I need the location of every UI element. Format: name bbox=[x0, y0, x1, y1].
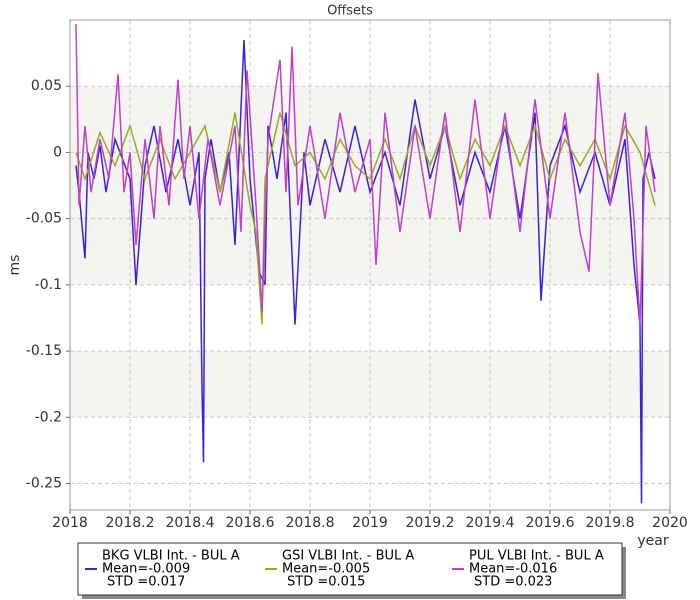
y-tick-label: -0.15 bbox=[26, 343, 62, 359]
legend-std: STD =0.017 bbox=[107, 575, 185, 590]
x-tick-label: 2020 bbox=[652, 515, 688, 531]
series-line bbox=[75, 23, 656, 325]
x-tick-label: 2019.6 bbox=[526, 515, 575, 531]
x-tick-label: 2018.2 bbox=[106, 515, 155, 531]
legend-std: STD =0.015 bbox=[287, 575, 365, 590]
y-tick-label: -0.25 bbox=[26, 476, 62, 492]
chart-title: Offsets bbox=[327, 4, 373, 19]
y-tick-label: 0.05 bbox=[31, 78, 62, 94]
y-tick-label: -0.05 bbox=[26, 211, 62, 227]
x-tick-label: 2018.4 bbox=[166, 515, 215, 531]
x-tick-label: 2018.8 bbox=[286, 515, 335, 531]
y-tick-label: 0 bbox=[53, 144, 62, 160]
x-tick-label: 2018 bbox=[52, 515, 88, 531]
x-tick-label: 2019.4 bbox=[466, 515, 515, 531]
x-tick-label: 2018.6 bbox=[226, 515, 275, 531]
y-axis-label: ms bbox=[7, 255, 23, 276]
legend-mean: Mean=-0.009 bbox=[102, 562, 190, 577]
legend bbox=[77, 542, 623, 596]
x-tick-label: 2019.2 bbox=[406, 515, 455, 531]
legend-mean: Mean=-0.005 bbox=[282, 562, 370, 577]
y-tick-label: -0.1 bbox=[35, 277, 62, 293]
plot-frame bbox=[69, 19, 671, 511]
legend-std: STD =0.023 bbox=[474, 575, 552, 590]
series-line bbox=[75, 39, 656, 504]
legend-name: BKG VLBI Int. - BUL A bbox=[102, 549, 240, 564]
x-tick-label: 2019 bbox=[352, 515, 388, 531]
legend-name: PUL VLBI Int. - BUL A bbox=[469, 549, 604, 564]
x-tick-label: 2019.8 bbox=[586, 515, 635, 531]
x-axis-label: year bbox=[637, 533, 668, 549]
band bbox=[70, 86, 670, 285]
legend-mean: Mean=-0.016 bbox=[469, 562, 557, 577]
y-tick-label: -0.2 bbox=[35, 409, 62, 425]
legend-name: GSI VLBI Int. - BUL A bbox=[282, 549, 414, 564]
